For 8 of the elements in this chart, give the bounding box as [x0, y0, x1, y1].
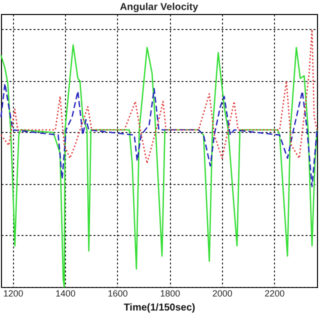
- x-tick-label: 1800: [160, 288, 180, 298]
- x-tick-label: 2000: [212, 288, 232, 298]
- x-tick-label: 2200: [264, 288, 285, 298]
- chart-title: Angular Velocity: [120, 2, 199, 13]
- x-tick-label: 1600: [108, 288, 128, 298]
- x-tick-label: 1400: [56, 288, 76, 298]
- x-axis-title: Time(1/150sec): [124, 302, 196, 314]
- x-tick-label: 1200: [3, 288, 24, 298]
